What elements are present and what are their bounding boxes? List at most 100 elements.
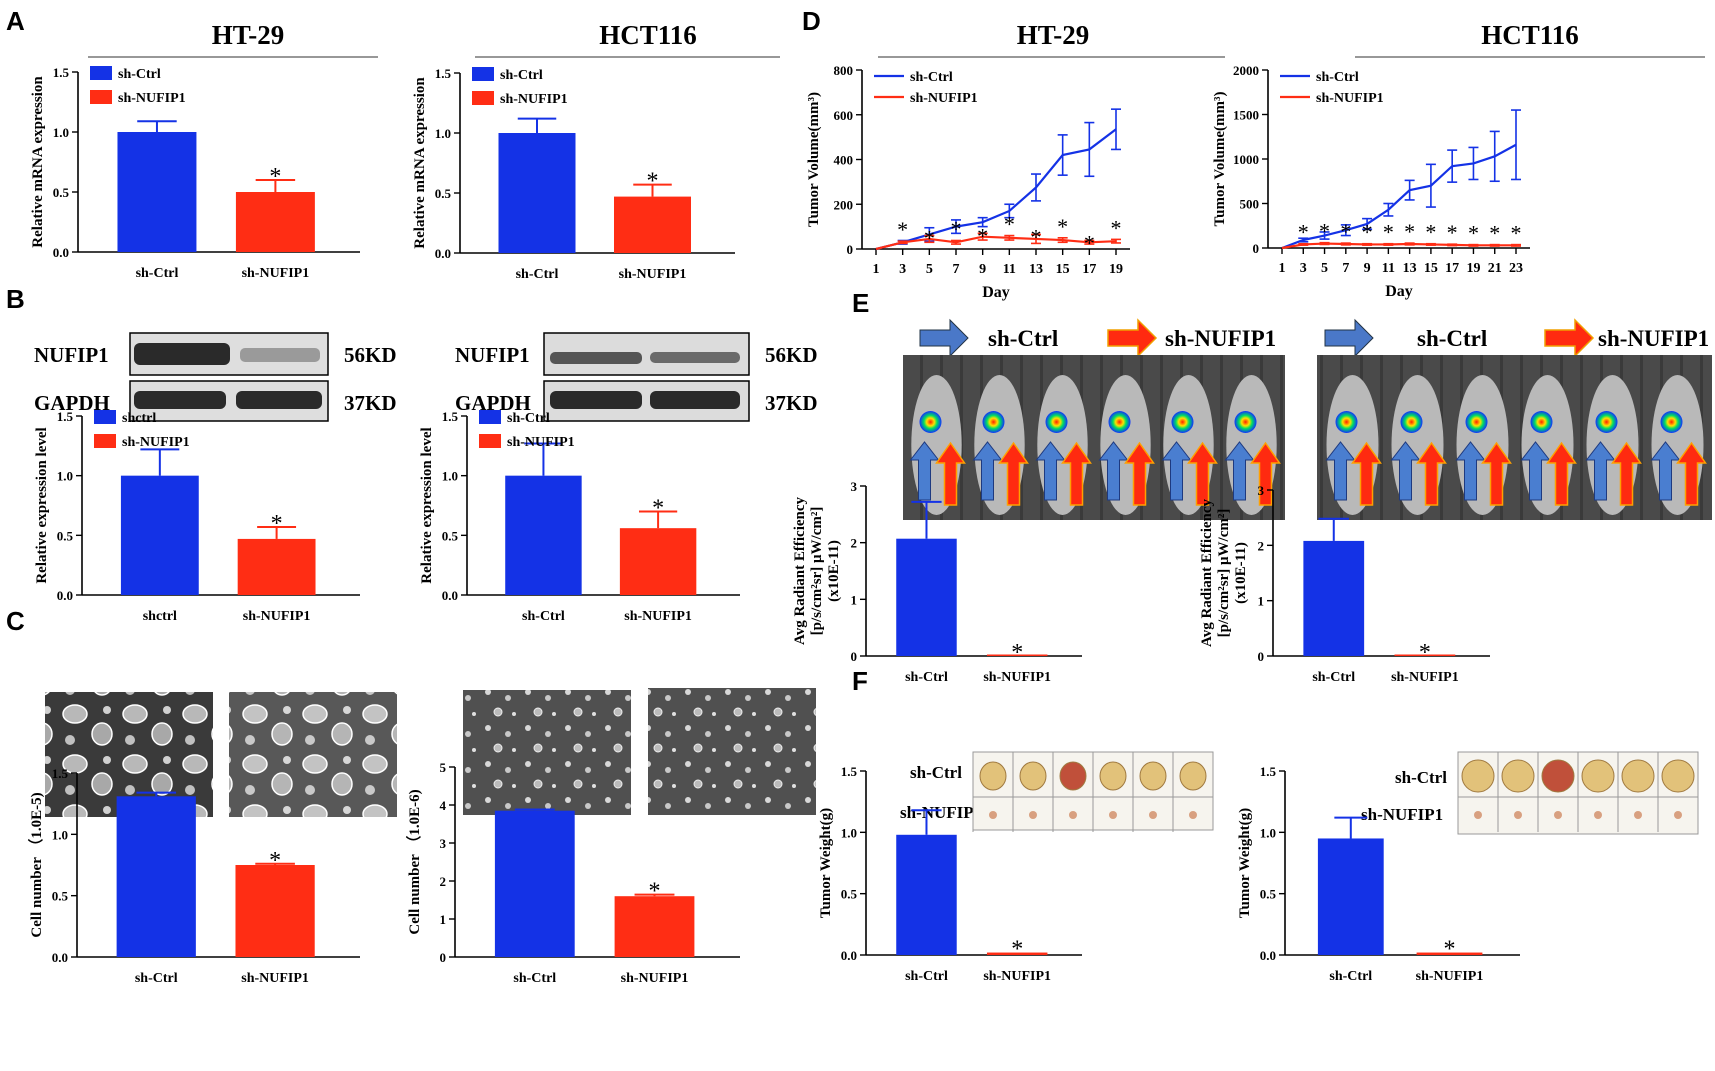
tumor-kd bbox=[1189, 811, 1197, 819]
ivis-image-ht29 bbox=[903, 355, 1285, 520]
arrow-up-blue-icon bbox=[909, 441, 940, 501]
x-tick-label: 17 bbox=[1445, 261, 1459, 276]
arrow-up-blue-icon bbox=[1650, 441, 1681, 501]
tumor-kd bbox=[1109, 811, 1117, 819]
y-tick-label: 0 bbox=[1253, 241, 1260, 256]
y-axis-label: (x10E-11) bbox=[1233, 542, 1249, 604]
series-line-sh-nufip1 bbox=[875, 235, 1117, 251]
series-line-sh-ctrl bbox=[1281, 143, 1517, 250]
ivis-left: sh-Ctrl sh-NUFIP1 bbox=[903, 318, 1285, 520]
significance-star: * bbox=[924, 226, 935, 251]
tumor-ctrl bbox=[1019, 761, 1047, 791]
x-tick-label: sh-NUFIP1 bbox=[1391, 670, 1459, 685]
y-axis-label: Avg Radiant Efficiency bbox=[1199, 498, 1215, 647]
arrow-up-red-icon bbox=[1187, 441, 1218, 506]
x-tick-label: 23 bbox=[1509, 261, 1523, 276]
significance-star: * bbox=[649, 879, 661, 905]
bar-sh-ctrl bbox=[1303, 540, 1365, 656]
significance-star: * bbox=[269, 164, 281, 190]
legend-swatch bbox=[472, 67, 494, 81]
tumor-row-kd-label: sh-NUFIP1 bbox=[1361, 805, 1443, 824]
tumor-ctrl bbox=[1541, 759, 1575, 793]
y-tick-label: 1.5 bbox=[435, 66, 452, 81]
legend-label: sh-Ctrl bbox=[910, 70, 953, 85]
legend-swatch bbox=[90, 90, 112, 104]
x-tick-label: 9 bbox=[1364, 261, 1371, 276]
x-tick-label: 5 bbox=[1321, 261, 1328, 276]
bar-sh-nufip1 bbox=[1394, 654, 1456, 656]
y-axis-label: Relative expression level bbox=[419, 427, 435, 583]
legend-label: shctrl bbox=[122, 411, 156, 426]
bioluminescence-signal bbox=[1108, 411, 1131, 433]
y-tick-label: 400 bbox=[834, 153, 854, 168]
micrograph-ht29-kd bbox=[229, 692, 397, 817]
blot-gapdh-band-ctrl bbox=[134, 391, 226, 409]
legend-swatch bbox=[94, 434, 116, 448]
arrow-up-red-icon bbox=[1250, 441, 1281, 506]
bar-sh-ctrl bbox=[896, 538, 957, 656]
chart-a2: 0.0 0.5 1.0 1.5 sh-Ctrl * sh-NUFIP1 sh-Ctrl sh-N… bbox=[412, 66, 735, 282]
bioluminescence-signal bbox=[1530, 411, 1553, 433]
chart-f2: 0.0 0.5 1.0 1.5 sh-Ctrl * sh-NUFIP1 Tumor Weigh… bbox=[1237, 764, 1520, 984]
panel-letter-e: E bbox=[852, 288, 869, 318]
y-tick-label: 0.5 bbox=[53, 185, 70, 200]
y-axis-label: Relative mRNA expression bbox=[30, 76, 46, 248]
x-tick-label: 15 bbox=[1056, 262, 1070, 277]
tumor-kd bbox=[1594, 811, 1602, 819]
arrow-up-red-icon bbox=[1124, 441, 1155, 506]
arrow-up-blue-icon bbox=[1224, 441, 1255, 501]
tumor-kd bbox=[989, 811, 997, 819]
significance-star: * bbox=[977, 223, 988, 248]
legend-label: sh-NUFIP1 bbox=[507, 435, 575, 450]
x-tick-label: 21 bbox=[1488, 261, 1502, 276]
y-tick-label: 0.0 bbox=[57, 588, 73, 603]
significance-star: * bbox=[1340, 219, 1351, 244]
x-tick-label: 15 bbox=[1424, 261, 1438, 276]
x-axis-label: Day bbox=[982, 284, 1010, 301]
y-tick-label: 1 bbox=[851, 592, 858, 607]
legend-label: sh-Ctrl bbox=[500, 68, 543, 83]
bar-sh-nufip1 bbox=[986, 952, 1048, 955]
y-tick-label: 5 bbox=[440, 760, 447, 775]
x-tick-label: 19 bbox=[1109, 262, 1123, 277]
y-axis-label: [p/s/cm²sr] μW/cm²] bbox=[809, 507, 825, 636]
panel-letter-d: D bbox=[802, 6, 821, 36]
significance-star: * bbox=[1468, 221, 1479, 246]
tumor-kd bbox=[1149, 811, 1157, 819]
significance-star: * bbox=[1425, 220, 1436, 245]
tumor-ctrl bbox=[1139, 761, 1167, 791]
bar-shctrl bbox=[120, 475, 199, 595]
tumor-ctrl bbox=[1501, 759, 1535, 793]
legend-label: sh-NUFIP1 bbox=[1316, 91, 1384, 106]
significance-star: * bbox=[1084, 230, 1095, 255]
arrow-up-blue-icon bbox=[1585, 441, 1616, 501]
bar-sh-ctrl bbox=[498, 133, 576, 253]
y-tick-label: 0.0 bbox=[442, 588, 458, 603]
y-tick-label: 0.0 bbox=[435, 246, 451, 261]
bioluminescence-signal bbox=[1400, 411, 1423, 433]
y-tick-label: 500 bbox=[1240, 197, 1260, 212]
x-tick-label: 1 bbox=[1279, 261, 1286, 276]
y-tick-label: 0.5 bbox=[442, 528, 459, 543]
western-blot-right: NUFIP1 GAPDH 56KD 37KD bbox=[455, 332, 818, 422]
x-tick-label: sh-Ctrl bbox=[522, 609, 565, 624]
x-tick-label: sh-Ctrl bbox=[905, 670, 948, 685]
chart-e2: 0 1 2 3 sh-Ctrl * sh-NUFIP1 Avg Radiant Efficie… bbox=[1199, 483, 1490, 685]
x-tick-label: sh-NUFIP1 bbox=[243, 609, 311, 624]
chart-b1: 0.0 0.5 1.0 1.5 shctrl * sh-NUFIP1 shctrl sh-NUF… bbox=[34, 409, 360, 624]
tumor-kd bbox=[1674, 811, 1682, 819]
significance-star: * bbox=[897, 217, 908, 242]
blot-band-kd bbox=[650, 352, 740, 363]
y-tick-label: 2 bbox=[851, 536, 858, 551]
y-tick-label: 1.0 bbox=[53, 125, 69, 140]
blot-size-37kd: 37KD bbox=[765, 391, 818, 415]
y-tick-label: 3 bbox=[851, 479, 858, 494]
x-tick-label: 3 bbox=[1300, 261, 1307, 276]
title-d-hct116: HCT116 bbox=[1481, 20, 1579, 50]
ivis-label-ctrl: sh-Ctrl bbox=[1417, 326, 1487, 351]
x-tick-label: 13 bbox=[1029, 262, 1043, 277]
micrograph-hct116-kd bbox=[648, 688, 816, 815]
arrow-up-red-icon bbox=[1061, 441, 1092, 506]
y-tick-label: 3 bbox=[440, 836, 447, 851]
